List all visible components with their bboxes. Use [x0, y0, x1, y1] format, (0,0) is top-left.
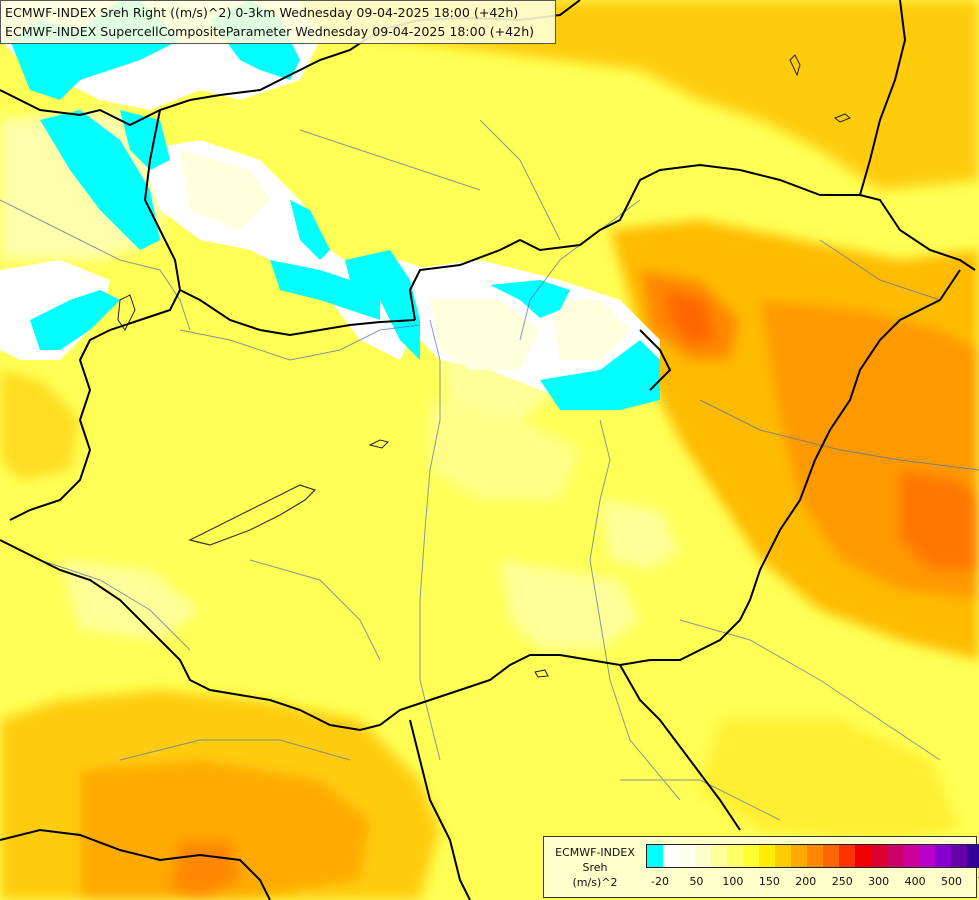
legend-swatch — [695, 845, 711, 867]
legend-ticks: -20 50 100 150 200 250 300 400 500 700 — [646, 875, 979, 891]
legend-title: ECMWF-INDEX — [555, 846, 635, 859]
legend-swatch — [711, 845, 727, 867]
legend-tick-label: 150 — [758, 875, 780, 888]
legend-label: ECMWF-INDEX Sreh (m/s)^2 — [548, 845, 642, 890]
legend-swatch — [679, 845, 695, 867]
legend-swatch — [855, 845, 871, 867]
legend-tick-label: 50 — [689, 875, 704, 888]
legend-swatch — [951, 845, 967, 867]
legend-swatch — [871, 845, 887, 867]
legend-swatch — [663, 845, 679, 867]
small-features — [117, 54, 851, 678]
title-line-2: ECMWF-INDEX SupercellCompositeParameter … — [5, 24, 535, 39]
map-title-box: ECMWF-INDEX Sreh Right ((m/s)^2) 0-3km W… — [0, 0, 556, 44]
legend-swatch — [727, 845, 743, 867]
legend-swatch — [887, 845, 903, 867]
legend-tick-label: 100 — [722, 875, 744, 888]
legend-swatch — [791, 845, 807, 867]
legend-tick-label: 500 — [941, 875, 963, 888]
legend-tick-label: 400 — [904, 875, 926, 888]
legend-swatch — [935, 845, 951, 867]
legend-tick-label: 200 — [795, 875, 817, 888]
legend-swatch — [647, 845, 663, 867]
color-legend: ECMWF-INDEX Sreh (m/s)^2 -20 50 100 150 200 2… — [543, 836, 979, 898]
legend-colorbar — [646, 844, 979, 868]
legend-tick-label: 700 — [978, 875, 979, 888]
legend-swatch — [759, 845, 775, 867]
legend-swatch — [967, 845, 979, 867]
legend-swatch — [903, 845, 919, 867]
legend-swatch — [775, 845, 791, 867]
pale-values — [180, 150, 630, 370]
legend-swatch — [823, 845, 839, 867]
legend-tick-label: 300 — [868, 875, 890, 888]
lake-outline — [188, 484, 317, 546]
legend-variable: Sreh — [582, 861, 608, 874]
title-line-1: ECMWF-INDEX Sreh Right ((m/s)^2) 0-3km W… — [5, 5, 519, 20]
legend-units: (m/s)^2 — [572, 876, 618, 889]
legend-tick-label: 250 — [831, 875, 853, 888]
legend-swatch — [839, 845, 855, 867]
legend-swatch — [743, 845, 759, 867]
legend-tick-label: -20 — [651, 875, 669, 888]
legend-swatch — [919, 845, 935, 867]
legend-swatch — [807, 845, 823, 867]
